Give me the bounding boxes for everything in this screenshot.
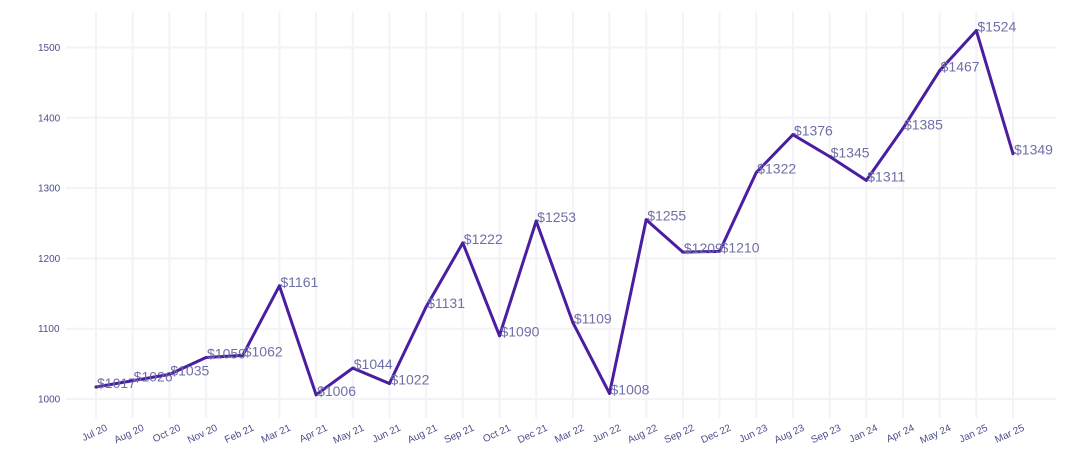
data-label: $1090	[500, 324, 539, 340]
x-tick-label: Aug 23	[773, 423, 807, 447]
data-labels: $1017$1026$1035$1059$1062 $1161 $1006 $1044…	[97, 19, 1053, 399]
data-point	[718, 249, 722, 253]
data-point	[754, 171, 758, 175]
data-point	[94, 385, 98, 389]
data-point	[351, 366, 355, 370]
data-label: $1255	[647, 208, 686, 224]
y-tick-label: 1400	[38, 113, 61, 124]
data-point	[534, 219, 538, 223]
data-point	[644, 218, 648, 222]
x-tick-label: May 21	[332, 423, 367, 447]
data-point	[938, 69, 942, 73]
data-label: $1322	[757, 161, 796, 177]
x-tick-label: Jul 20	[80, 423, 109, 444]
y-tick-label: 1500	[38, 43, 61, 54]
data-point	[461, 241, 465, 245]
data-label: $1253	[537, 209, 576, 225]
data-label: $1524	[977, 19, 1016, 35]
y-tick-label: 1000	[38, 395, 61, 406]
x-tick-label: Apr 24	[885, 423, 917, 446]
data-point	[387, 382, 391, 386]
x-tick-label: May 24	[919, 423, 954, 447]
y-tick-label: 1200	[38, 254, 61, 265]
data-label: $1131	[427, 295, 465, 311]
x-tick-label: Sep 22	[663, 423, 697, 447]
data-point	[277, 284, 281, 288]
data-point	[681, 250, 685, 254]
x-tick-label: Mar 21	[260, 423, 293, 446]
x-tick-label: Oct 20	[151, 423, 183, 446]
data-point	[974, 29, 978, 33]
data-label: $1311	[867, 168, 905, 184]
data-label: $1345	[831, 144, 870, 160]
x-tick-label: Jun 23	[738, 423, 770, 446]
x-tick-label: Mar 22	[553, 423, 586, 446]
data-label: $1210	[721, 239, 760, 255]
series-line	[94, 29, 1015, 397]
data-label: $1008	[611, 381, 650, 397]
x-tick-label: Aug 22	[626, 423, 660, 447]
data-label: $1349	[1014, 142, 1053, 158]
data-point	[497, 334, 501, 338]
grid-lines	[66, 12, 1056, 418]
data-point	[167, 372, 171, 376]
data-label: $1209	[684, 240, 723, 256]
y-tick-label: 1100	[38, 324, 60, 335]
x-tick-label: Jun 21	[371, 423, 403, 446]
data-point	[791, 133, 795, 137]
x-tick-label: Sep 21	[443, 423, 477, 447]
data-label: $1161	[280, 274, 318, 290]
x-tick-label: Jan 24	[848, 423, 880, 446]
data-point	[864, 178, 868, 182]
data-label: $1044	[354, 356, 393, 372]
x-tick-label: Aug 20	[113, 423, 147, 447]
data-point	[608, 391, 612, 395]
y-axis-ticks: 1000 1100 1200 1300 1400 1500	[38, 43, 61, 406]
x-tick-label: Sep 23	[809, 423, 843, 447]
data-label: $1062	[244, 343, 283, 359]
data-point	[571, 320, 575, 324]
data-label: $1109	[574, 310, 612, 326]
data-label: $1059	[207, 346, 246, 362]
data-label: $1022	[390, 372, 429, 388]
data-point	[424, 305, 428, 309]
x-tick-label: Jun 22	[591, 423, 623, 446]
data-point	[131, 379, 135, 383]
x-tick-label: Apr 21	[298, 423, 330, 446]
y-tick-label: 1300	[38, 184, 61, 195]
data-label: $1376	[794, 123, 833, 139]
data-point	[314, 393, 318, 397]
series-line-layer	[94, 29, 1015, 397]
x-tick-label: Oct 21	[481, 423, 513, 446]
data-label: $1035	[170, 362, 209, 378]
data-label: $1026	[134, 369, 173, 385]
data-label: $1006	[317, 383, 356, 399]
data-point	[241, 353, 245, 357]
x-tick-label: Nov 20	[186, 423, 220, 447]
x-axis-ticks: Jul 20 Aug 20 Oct 20 Nov 20 Feb 21 Mar 21 Apr …	[80, 423, 1026, 447]
data-point	[901, 126, 905, 130]
x-tick-label: Dec 22	[699, 423, 733, 447]
x-tick-label: Dec 21	[516, 423, 550, 447]
data-point	[828, 154, 832, 158]
x-tick-label: Mar 25	[993, 423, 1026, 446]
data-point	[1011, 152, 1015, 156]
data-label: $1385	[904, 116, 943, 132]
x-tick-label: Feb 21	[223, 423, 256, 446]
data-label: $1467	[941, 59, 980, 75]
data-label: $1222	[464, 231, 503, 247]
x-tick-label: Jan 25	[958, 423, 990, 446]
x-tick-label: Aug 21	[406, 423, 440, 447]
data-label: $1017	[97, 375, 136, 391]
data-point	[204, 356, 208, 360]
